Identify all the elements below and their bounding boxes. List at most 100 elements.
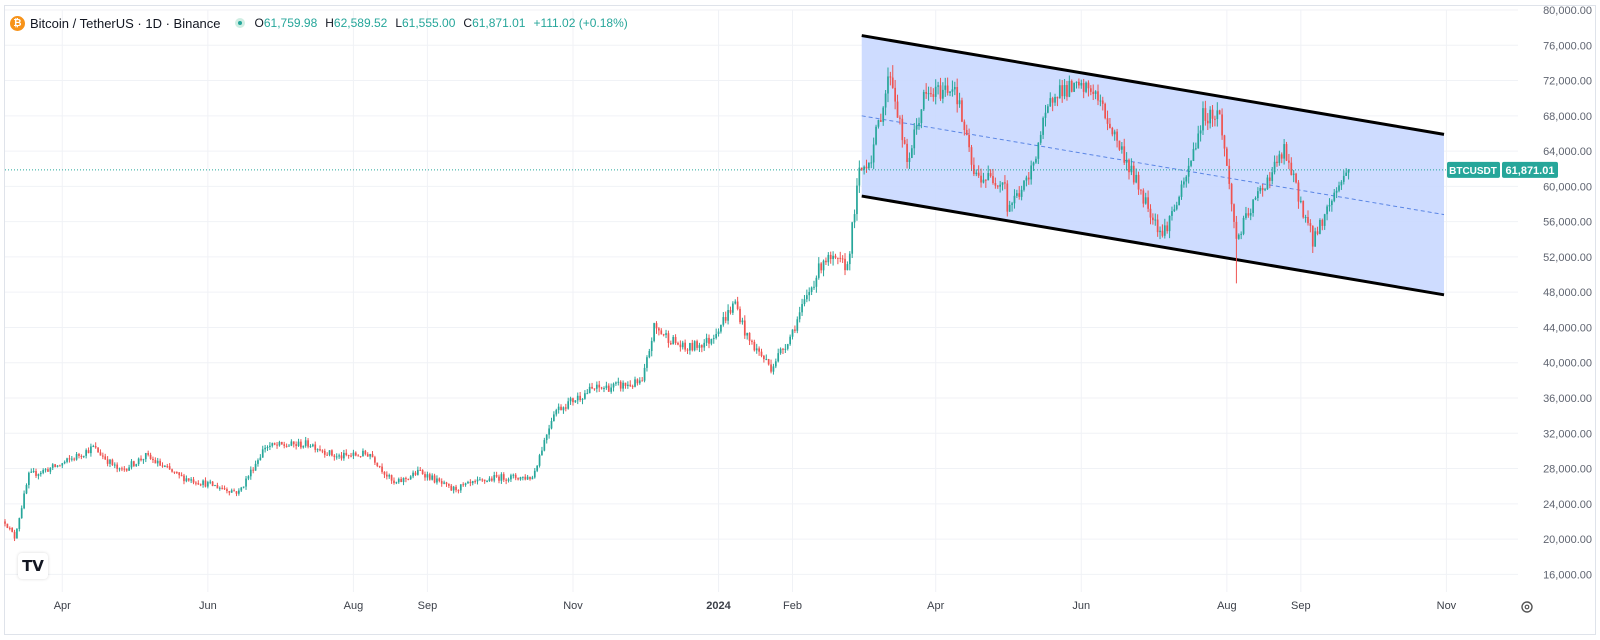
candle-body bbox=[402, 477, 405, 483]
candle-body bbox=[16, 528, 18, 539]
candle-body bbox=[4, 521, 6, 524]
ohlc-high: H62,589.52 bbox=[325, 16, 387, 30]
candle-body bbox=[631, 386, 634, 388]
candle-body bbox=[445, 482, 448, 485]
candle-body bbox=[1290, 162, 1293, 175]
candle-body bbox=[653, 323, 655, 341]
candle-body bbox=[896, 101, 899, 118]
candle-body bbox=[918, 123, 920, 126]
candle-body bbox=[1001, 182, 1004, 185]
candle-body bbox=[636, 379, 639, 384]
time-axis[interactable]: Apr Jun Aug Sep Nov 2024 Feb Apr Jun Aug Sep Nov bbox=[54, 600, 1457, 612]
candle-body bbox=[994, 182, 997, 186]
candle-body bbox=[1257, 191, 1259, 199]
candle-body bbox=[1209, 109, 1212, 124]
candle-body bbox=[1242, 217, 1245, 234]
candle-body bbox=[104, 456, 107, 460]
candle-body bbox=[834, 255, 837, 258]
candle-body bbox=[1216, 110, 1219, 120]
grid-layer bbox=[5, 9, 1518, 592]
candle-body bbox=[903, 140, 906, 144]
candle-body bbox=[672, 336, 675, 345]
candle-body bbox=[1042, 117, 1044, 135]
y-tick-label: 60,000.00 bbox=[1543, 181, 1592, 193]
y-tick-label: 36,000.00 bbox=[1543, 393, 1592, 405]
candle-body bbox=[1297, 182, 1300, 202]
candle-body bbox=[825, 260, 827, 263]
candle-body bbox=[1023, 180, 1025, 190]
candle-body bbox=[660, 330, 663, 335]
candle-body bbox=[479, 479, 481, 481]
candle-body bbox=[113, 464, 116, 466]
candle-body bbox=[541, 450, 543, 456]
candle-body bbox=[11, 527, 14, 532]
candle-body bbox=[576, 395, 579, 401]
parallel-channel[interactable] bbox=[861, 34, 1445, 297]
candle-body bbox=[173, 471, 176, 473]
candle-body bbox=[1015, 193, 1018, 196]
candle-body bbox=[121, 468, 123, 470]
candle-body bbox=[579, 395, 581, 400]
candle-body bbox=[545, 434, 548, 441]
candle-body bbox=[813, 286, 815, 288]
candle-body bbox=[724, 317, 727, 321]
candle-body bbox=[581, 398, 584, 400]
candle-body bbox=[622, 382, 624, 389]
candle-body bbox=[228, 491, 231, 493]
candle-body bbox=[443, 482, 445, 484]
candle-body bbox=[431, 475, 434, 480]
candle-body bbox=[798, 312, 801, 320]
x-tick-label: Jun bbox=[199, 600, 217, 612]
candle-body bbox=[1288, 160, 1290, 163]
ohlc-open: O61,759.98 bbox=[255, 16, 318, 30]
candle-body bbox=[533, 470, 536, 478]
candle-body bbox=[42, 469, 45, 473]
candle-body bbox=[865, 166, 868, 169]
symbol-title[interactable]: Bitcoin / TetherUS · 1D · Binance bbox=[30, 15, 221, 31]
candle-body bbox=[405, 477, 407, 479]
candle-body bbox=[178, 472, 181, 476]
candle-body bbox=[1149, 208, 1152, 218]
candle-body bbox=[1144, 197, 1147, 204]
candle-body bbox=[789, 336, 791, 345]
candle-body bbox=[829, 254, 832, 260]
candle-body bbox=[677, 342, 679, 345]
close-value: 61,871.01 bbox=[472, 16, 526, 30]
candle-body bbox=[235, 491, 238, 494]
candle-body bbox=[646, 357, 648, 368]
candle-body bbox=[939, 85, 942, 99]
candle-body bbox=[128, 467, 130, 471]
price-axis[interactable]: 16,000.00 20,000.00 24,000.00 28,000.00 32,0… bbox=[1543, 5, 1592, 581]
candle-body bbox=[650, 340, 653, 352]
candle-body bbox=[805, 295, 808, 300]
candle-body bbox=[481, 479, 484, 481]
candle-body bbox=[610, 387, 613, 392]
candle-body bbox=[832, 255, 834, 260]
candle-body bbox=[226, 489, 228, 492]
candle-body bbox=[1135, 174, 1138, 183]
candle-body bbox=[1080, 83, 1083, 86]
candle-body bbox=[863, 166, 865, 170]
candle-body bbox=[1154, 219, 1157, 221]
tradingview-logo[interactable]: TV bbox=[18, 553, 48, 579]
candle-body bbox=[183, 475, 185, 482]
candle-body bbox=[987, 173, 990, 181]
candle-body bbox=[1156, 219, 1159, 233]
candle-body bbox=[548, 428, 550, 435]
candle-body bbox=[638, 380, 641, 384]
candle-body bbox=[946, 85, 949, 93]
channel-upper-line[interactable] bbox=[861, 34, 1445, 136]
candle-body bbox=[80, 455, 83, 457]
channel-lower-line[interactable] bbox=[861, 194, 1445, 297]
candle-body bbox=[44, 469, 47, 471]
candle-body bbox=[1049, 98, 1052, 107]
candle-body bbox=[693, 341, 696, 351]
candle-body bbox=[230, 490, 233, 493]
candle-body bbox=[1159, 230, 1161, 233]
settings-gear-icon[interactable] bbox=[1518, 598, 1536, 616]
candle-body bbox=[343, 452, 345, 459]
candle-body bbox=[35, 471, 37, 476]
candle-body bbox=[619, 381, 622, 389]
candle-body bbox=[529, 476, 531, 480]
